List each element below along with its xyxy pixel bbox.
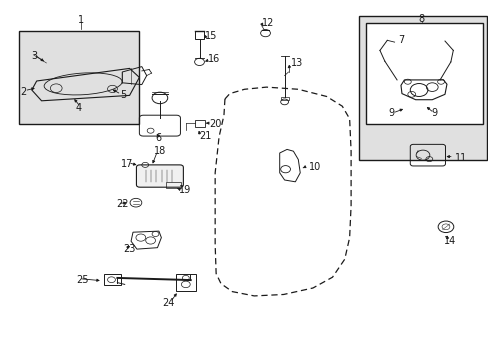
Text: 19: 19: [178, 185, 190, 195]
Text: 23: 23: [123, 244, 135, 254]
Text: 8: 8: [418, 14, 424, 24]
Text: 7: 7: [397, 35, 403, 45]
Text: 10: 10: [308, 162, 321, 172]
Bar: [176, 274, 195, 291]
Text: 25: 25: [76, 275, 88, 285]
Text: 15: 15: [205, 31, 217, 41]
Text: 17: 17: [121, 159, 133, 169]
Text: 18: 18: [154, 146, 166, 156]
Bar: [103, 274, 121, 285]
Bar: [19, 31, 139, 124]
Text: 21: 21: [199, 131, 211, 141]
Text: 13: 13: [290, 58, 303, 68]
Text: 20: 20: [209, 119, 221, 129]
Text: 12: 12: [261, 18, 273, 28]
Bar: [359, 16, 486, 160]
Text: 9: 9: [387, 108, 393, 118]
Text: 24: 24: [162, 298, 175, 308]
Text: 16: 16: [207, 54, 220, 64]
Bar: [194, 120, 205, 127]
Text: 22: 22: [116, 199, 129, 210]
Text: 1: 1: [78, 15, 83, 25]
Text: 4: 4: [75, 103, 81, 113]
Text: 2: 2: [20, 87, 27, 97]
Text: 11: 11: [454, 153, 466, 163]
Text: 3: 3: [32, 51, 38, 61]
Text: 6: 6: [156, 132, 162, 143]
Text: 9: 9: [430, 108, 436, 118]
FancyBboxPatch shape: [136, 165, 183, 187]
Text: 5: 5: [120, 90, 126, 100]
Bar: [166, 182, 181, 188]
Text: 14: 14: [443, 236, 455, 246]
Bar: [195, 31, 203, 39]
Bar: [365, 23, 482, 124]
